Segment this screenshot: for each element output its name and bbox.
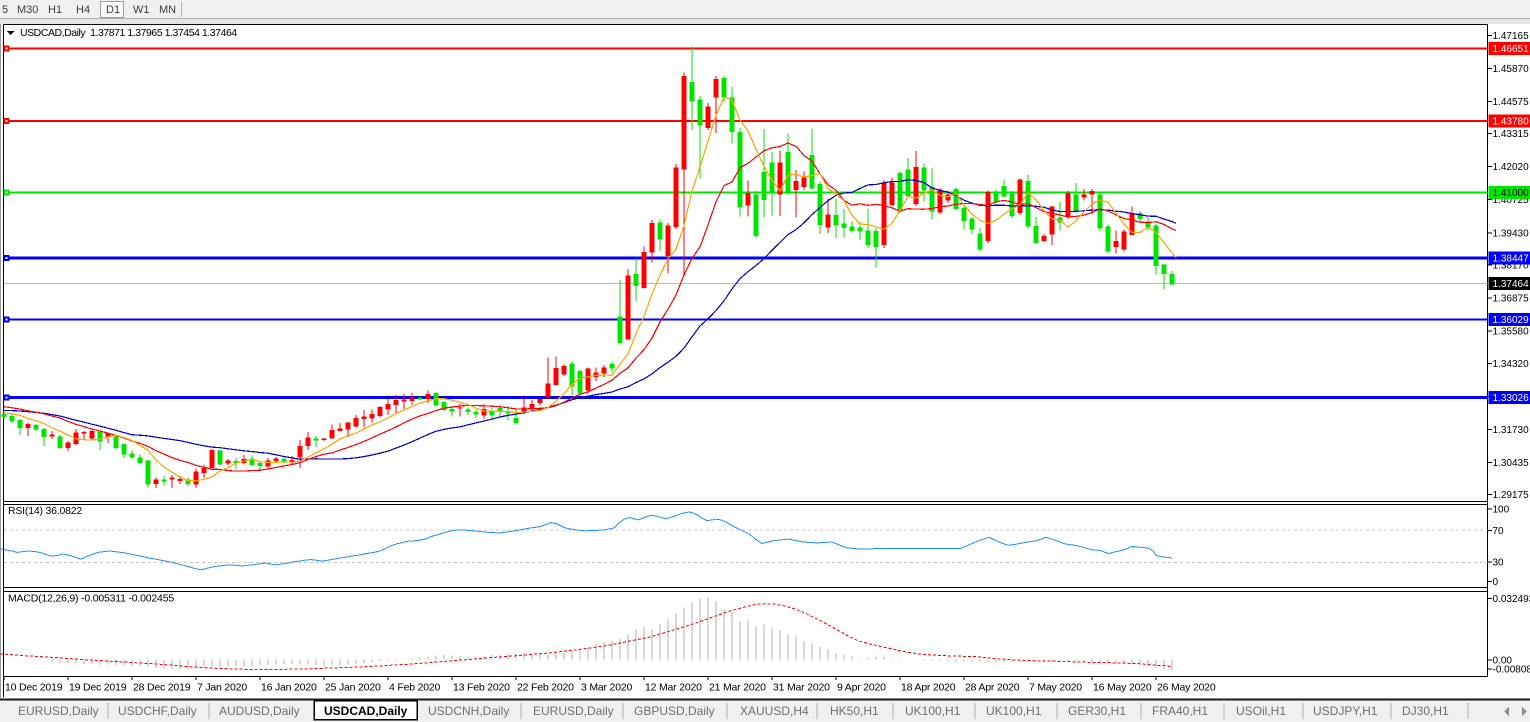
svg-text:70: 70 [1493, 526, 1505, 537]
svg-text:1.31730: 1.31730 [1493, 425, 1530, 436]
svg-text:7 May 2020: 7 May 2020 [1029, 682, 1082, 694]
svg-text:28 Apr 2020: 28 Apr 2020 [965, 682, 1020, 694]
svg-text:1.36875: 1.36875 [1493, 294, 1530, 305]
svg-text:1.40725: 1.40725 [1493, 195, 1530, 206]
svg-text:1.42020: 1.42020 [1493, 162, 1530, 173]
svg-text:22 Feb 2020: 22 Feb 2020 [517, 682, 574, 694]
svg-text:0.032493: 0.032493 [1493, 594, 1530, 605]
svg-text:XAUUSD,H4: XAUUSD,H4 [740, 704, 809, 718]
svg-text:30: 30 [1493, 558, 1505, 569]
svg-text:M30: M30 [17, 4, 38, 16]
svg-text:UK100,H1: UK100,H1 [986, 704, 1042, 718]
svg-text:100: 100 [1493, 505, 1510, 516]
svg-text:16 May 2020: 16 May 2020 [1093, 682, 1152, 694]
svg-text:4 Feb 2020: 4 Feb 2020 [389, 682, 440, 694]
svg-text:25 Jan 2020: 25 Jan 2020 [325, 682, 381, 694]
svg-text:EURUSD,Daily: EURUSD,Daily [533, 704, 614, 718]
svg-text:1.43780: 1.43780 [1493, 117, 1530, 128]
svg-text:0: 0 [1493, 577, 1499, 588]
svg-text:RSI(14) 36.0822: RSI(14) 36.0822 [8, 505, 82, 517]
svg-text:H4: H4 [76, 4, 90, 16]
svg-text:1.33026: 1.33026 [1493, 393, 1530, 404]
svg-text:10 Dec 2019: 10 Dec 2019 [5, 682, 63, 694]
svg-text:EURUSD,Daily: EURUSD,Daily [18, 704, 99, 718]
svg-text:12 Mar 2020: 12 Mar 2020 [645, 682, 702, 694]
svg-text:FRA40,H1: FRA40,H1 [1152, 704, 1208, 718]
svg-text:USDCAD,Daily 1.37871 1.37965: USDCAD,Daily 1.37871 1.37965 1.37454 1.3… [20, 27, 237, 39]
svg-text:-0.008086: -0.008086 [1493, 664, 1530, 675]
svg-text:USOil,H1: USOil,H1 [1236, 704, 1286, 718]
svg-text:1.29175: 1.29175 [1493, 490, 1530, 501]
svg-text:1.43315: 1.43315 [1493, 129, 1530, 140]
svg-text:MN: MN [159, 4, 176, 16]
svg-text:1.37464: 1.37464 [1493, 279, 1530, 290]
svg-text:1.39430: 1.39430 [1493, 228, 1530, 239]
svg-text:H1: H1 [48, 4, 62, 16]
svg-text:1.35580: 1.35580 [1493, 327, 1530, 338]
svg-text:USDCAD,Daily: USDCAD,Daily [324, 704, 408, 718]
svg-text:GBPUSD,Daily: GBPUSD,Daily [634, 704, 715, 718]
svg-text:1.45870: 1.45870 [1493, 64, 1530, 75]
svg-text:1.30435: 1.30435 [1493, 458, 1530, 469]
svg-text:GER30,H1: GER30,H1 [1068, 704, 1126, 718]
svg-text:13 Feb 2020: 13 Feb 2020 [453, 682, 510, 694]
svg-text:1.38447: 1.38447 [1493, 254, 1530, 265]
svg-text:AUDUSD,Daily: AUDUSD,Daily [219, 704, 300, 718]
svg-text:21 Mar 2020: 21 Mar 2020 [709, 682, 766, 694]
svg-text:1.38170: 1.38170 [1493, 261, 1530, 272]
svg-text:31 Mar 2020: 31 Mar 2020 [773, 682, 830, 694]
svg-text:USDJPY,H1: USDJPY,H1 [1313, 704, 1378, 718]
svg-text:18 Apr 2020: 18 Apr 2020 [901, 682, 956, 694]
svg-text:USDCNH,Daily: USDCNH,Daily [428, 704, 509, 718]
svg-text:HK50,H1: HK50,H1 [830, 704, 879, 718]
svg-text:16 Jan 2020: 16 Jan 2020 [261, 682, 317, 694]
svg-text:1.44575: 1.44575 [1493, 97, 1530, 108]
svg-text:1.34320: 1.34320 [1493, 359, 1530, 370]
svg-text:W1: W1 [133, 4, 150, 16]
svg-text:1.36029: 1.36029 [1493, 315, 1530, 326]
svg-text:5: 5 [2, 4, 8, 16]
svg-text:D1: D1 [106, 4, 120, 16]
svg-text:19 Dec 2019: 19 Dec 2019 [69, 682, 127, 694]
svg-text:9 Apr 2020: 9 Apr 2020 [837, 682, 886, 694]
svg-text:1.46651: 1.46651 [1493, 44, 1530, 55]
svg-text:1.41000: 1.41000 [1493, 188, 1530, 199]
svg-text:0.00: 0.00 [1493, 655, 1513, 666]
svg-text:UK100,H1: UK100,H1 [905, 704, 961, 718]
svg-text:7 Jan 2020: 7 Jan 2020 [197, 682, 247, 694]
svg-text:26 May 2020: 26 May 2020 [1157, 682, 1216, 694]
svg-text:USDCHF,Daily: USDCHF,Daily [118, 704, 197, 718]
svg-text:3 Mar 2020: 3 Mar 2020 [581, 682, 632, 694]
svg-text:DJ30,H1: DJ30,H1 [1402, 704, 1449, 718]
svg-text:1.47165: 1.47165 [1493, 31, 1530, 42]
svg-text:MACD(12,26,9) -0.005311 -0.002: MACD(12,26,9) -0.005311 -0.002455 [8, 593, 174, 605]
svg-text:28 Dec 2019: 28 Dec 2019 [133, 682, 191, 694]
